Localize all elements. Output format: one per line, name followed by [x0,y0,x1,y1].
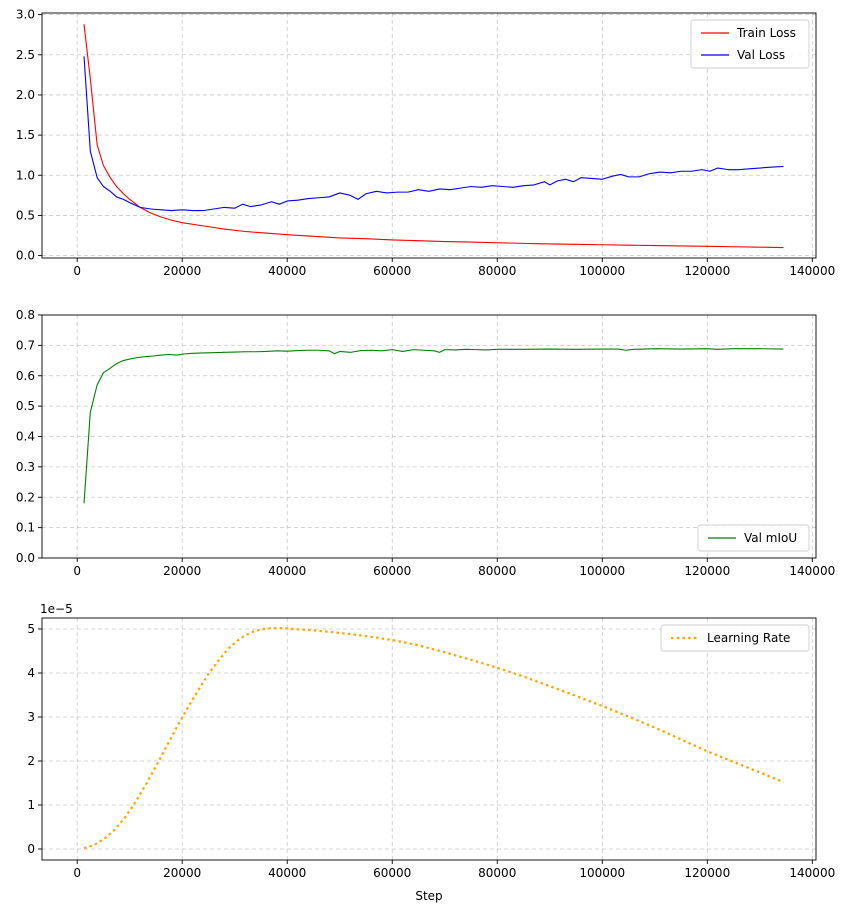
series-group [83,627,784,850]
legend-label: Val Loss [737,48,785,62]
legend: Train Loss Val Loss [690,19,810,69]
series-line-learning-rate [83,627,784,850]
y-tick-label: 0.5 [16,208,35,222]
y-tick-label: 0.0 [16,551,35,565]
x-tick-label: 80000 [478,264,516,278]
x-tick-label: 40000 [268,866,306,880]
legend-label: Learning Rate [707,631,790,645]
x-axis: 0 20000 40000 60000 80000 100000 120000 140000 [73,258,835,278]
axes-frame [41,617,817,861]
y-tick-label: 3 [27,710,35,724]
x-tick-label: 120000 [684,264,730,278]
x-tick-label: 20000 [163,264,201,278]
x-tick-label: 0 [73,564,81,578]
x-tick-label: 60000 [373,264,411,278]
y-tick-label: 0.1 [16,521,35,535]
series-line-val-miou [83,348,784,504]
legend-box [660,624,810,652]
x-tick-label: 140000 [789,866,835,880]
y-tick-label: 1.0 [16,168,35,182]
x-tick-label: 120000 [684,866,730,880]
y-tick-label: 1 [27,798,35,812]
x-axis: 0 20000 40000 60000 80000 100000 120000 140000 [73,558,835,578]
series-group [83,24,784,249]
legend-label: Val mIoU [744,531,797,545]
x-tick-label: 140000 [789,564,835,578]
y-tick-label: 2.5 [16,48,35,62]
grid [42,618,816,860]
y-axis: 0 1 2 3 4 5 [27,622,42,856]
y-tick-label: 0.5 [16,399,35,413]
x-tick-label: 120000 [684,564,730,578]
series-line-val-loss [83,56,784,212]
legend: Learning Rate [660,624,810,652]
learning-rate-subplot: 0 20000 40000 60000 80000 100000 120000 1400000… [27,602,835,903]
y-tick-label: 2 [27,754,35,768]
y-tick-label: 0.2 [16,490,35,504]
y-axis: 0.0 0.5 1.0 1.5 2.0 2.5 3.0 [16,8,42,263]
y-tick-label: 4 [27,666,35,680]
x-tick-label: 80000 [478,866,516,880]
x-tick-label: 40000 [268,264,306,278]
y-tick-label: 0.0 [16,249,35,263]
y-tick-label: 0.3 [16,460,35,474]
x-axis-label: Step [415,889,442,903]
grid [42,13,816,258]
grid [42,314,816,559]
y-tick-label: 0 [27,842,35,856]
y-tick-label: 5 [27,622,35,636]
x-tick-label: 60000 [373,564,411,578]
y-tick-label: 2.0 [16,88,35,102]
y-axis: 0.0 0.1 0.2 0.3 0.4 0.5 0.6 0.7 0.8 [16,308,42,565]
y-tick-label: 0.8 [16,308,35,322]
y-tick-label: 1.5 [16,128,35,142]
x-tick-label: 20000 [163,866,201,880]
loss-subplot: 0 20000 40000 60000 80000 100000 120000 1400000… [16,8,835,278]
series-line-train-loss [83,24,784,249]
y-tick-label: 0.7 [16,338,35,352]
x-tick-label: 20000 [163,564,201,578]
x-tick-label: 100000 [579,564,625,578]
y-offset-text: 1e−5 [40,602,73,616]
legend: Val mIoU [697,524,810,552]
x-tick-label: 140000 [789,264,835,278]
legend-box [690,19,810,69]
x-tick-label: 0 [73,264,81,278]
x-tick-label: 40000 [268,564,306,578]
legend-box [697,524,810,552]
legend-label: Train Loss [736,26,796,40]
series-group [83,348,784,504]
x-axis: 0 20000 40000 60000 80000 100000 120000 140000 [73,860,835,880]
y-tick-label: 3.0 [16,8,35,22]
x-tick-label: 100000 [579,264,625,278]
x-tick-label: 60000 [373,866,411,880]
x-tick-label: 80000 [478,564,516,578]
x-tick-label: 100000 [579,866,625,880]
miou-subplot: 0 20000 40000 60000 80000 100000 120000 1400000… [16,308,835,578]
y-tick-label: 0.6 [16,369,35,383]
y-tick-label: 0.4 [16,430,35,444]
x-tick-label: 0 [73,866,81,880]
